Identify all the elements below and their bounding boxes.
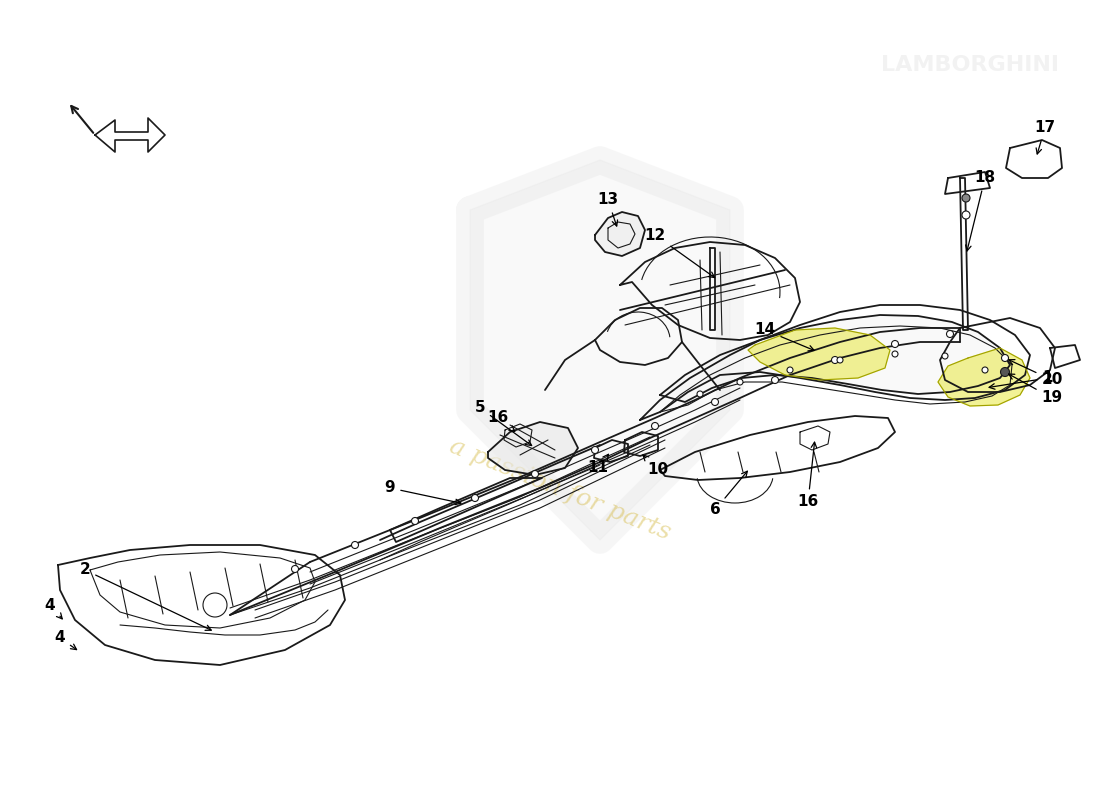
Text: 9: 9 bbox=[385, 481, 461, 505]
Text: 12: 12 bbox=[645, 227, 715, 278]
Polygon shape bbox=[748, 328, 890, 380]
Text: 6: 6 bbox=[710, 471, 747, 518]
Polygon shape bbox=[470, 160, 730, 540]
Circle shape bbox=[204, 593, 227, 617]
Circle shape bbox=[942, 353, 948, 359]
Text: a passion for parts: a passion for parts bbox=[446, 435, 674, 545]
Text: 1: 1 bbox=[989, 370, 1054, 390]
Text: 18: 18 bbox=[966, 170, 996, 251]
Text: LAMBORGHINI: LAMBORGHINI bbox=[881, 55, 1059, 75]
Text: 4: 4 bbox=[45, 598, 63, 619]
Text: 16: 16 bbox=[487, 410, 515, 431]
Polygon shape bbox=[660, 315, 1010, 402]
Text: 11: 11 bbox=[587, 454, 608, 475]
Circle shape bbox=[712, 398, 718, 406]
Circle shape bbox=[1001, 367, 1010, 377]
Text: 14: 14 bbox=[755, 322, 814, 351]
Circle shape bbox=[651, 422, 659, 430]
Circle shape bbox=[411, 518, 418, 525]
Circle shape bbox=[946, 330, 954, 338]
Text: 19: 19 bbox=[1009, 374, 1063, 406]
Circle shape bbox=[837, 357, 843, 363]
Circle shape bbox=[1001, 354, 1009, 362]
Polygon shape bbox=[595, 212, 645, 256]
Circle shape bbox=[771, 377, 779, 383]
Circle shape bbox=[697, 391, 703, 397]
Circle shape bbox=[892, 351, 898, 357]
Polygon shape bbox=[938, 348, 1030, 406]
Circle shape bbox=[737, 379, 742, 385]
Text: 2: 2 bbox=[79, 562, 211, 630]
Circle shape bbox=[531, 470, 539, 478]
Text: 10: 10 bbox=[644, 455, 669, 478]
Circle shape bbox=[472, 494, 478, 502]
Polygon shape bbox=[488, 422, 578, 475]
Circle shape bbox=[832, 357, 838, 363]
Circle shape bbox=[891, 341, 899, 347]
Text: 16: 16 bbox=[798, 442, 818, 510]
Circle shape bbox=[982, 367, 988, 373]
Text: 5: 5 bbox=[475, 401, 531, 446]
Circle shape bbox=[292, 566, 298, 573]
Text: 4: 4 bbox=[55, 630, 77, 650]
Text: 20: 20 bbox=[1009, 360, 1063, 387]
Text: 17: 17 bbox=[1034, 121, 1056, 154]
Circle shape bbox=[962, 194, 970, 202]
Circle shape bbox=[352, 542, 359, 549]
Circle shape bbox=[786, 367, 793, 373]
Circle shape bbox=[962, 211, 970, 219]
Circle shape bbox=[592, 446, 598, 454]
Text: 13: 13 bbox=[597, 193, 618, 226]
